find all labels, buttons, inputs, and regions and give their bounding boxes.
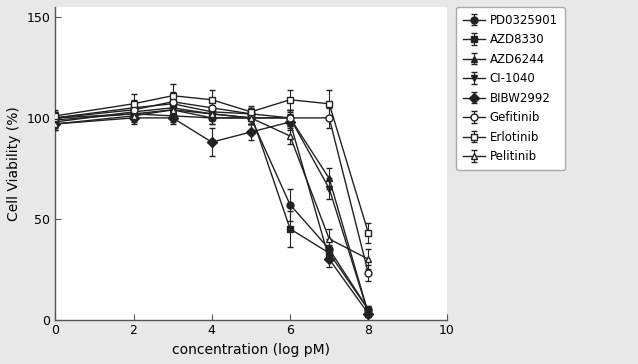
Y-axis label: Cell Viability (%): Cell Viability (%) (7, 106, 21, 221)
Legend: PD0325901, AZD8330, AZD6244, CI-1040, BIBW2992, Gefitinib, Erlotinib, Pelitinib: PD0325901, AZD8330, AZD6244, CI-1040, BI… (456, 7, 565, 170)
X-axis label: concentration (log pM): concentration (log pM) (172, 343, 330, 357)
